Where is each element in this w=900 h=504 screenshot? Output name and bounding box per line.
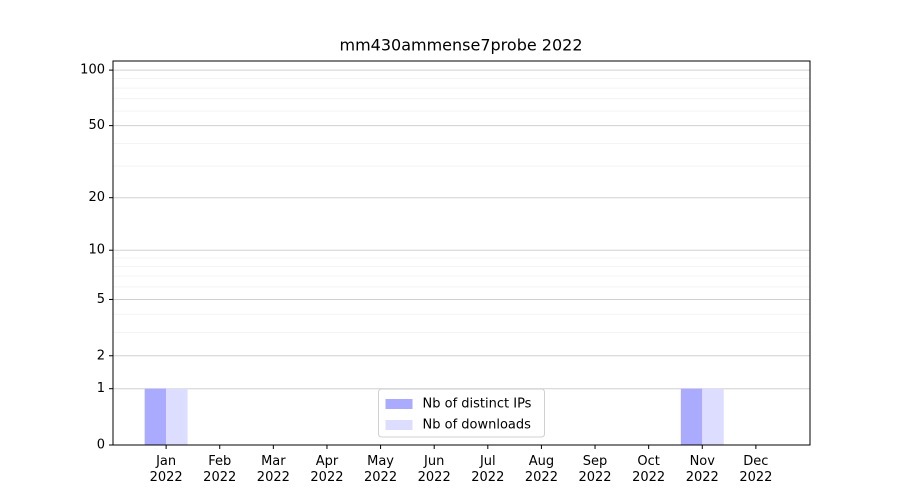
x-tick-label-line: 2022 (418, 470, 451, 485)
x-tick-label-line: Oct (637, 454, 659, 469)
x-tick-label-line: Jul (479, 454, 496, 469)
x-tick-label-line: 2022 (203, 470, 236, 485)
chart-title: mm430ammense7probe 2022 (339, 36, 582, 55)
bar (144, 388, 167, 445)
legend-frame (378, 388, 545, 438)
x-tick-label-line: Nov (690, 454, 716, 469)
x-tick-label-line: 2022 (364, 470, 397, 485)
x-tick-label: Aug 2022 (525, 454, 558, 485)
x-tick-label: Jul 2022 (471, 454, 504, 485)
legend-swatch (385, 399, 413, 409)
x-tick-label-line: Feb (208, 454, 231, 469)
legend-label: Nb of distinct IPs (423, 397, 532, 412)
x-tick-label-line: 2022 (471, 470, 504, 485)
legend-swatch (385, 420, 413, 430)
x-tick-label-line: 2022 (686, 470, 719, 485)
x-tick-label-line: 2022 (632, 470, 665, 485)
y-tick-label: 0 (97, 438, 105, 453)
x-tick-label: Dec 2022 (739, 454, 772, 485)
x-tick-label: Feb 2022 (203, 454, 236, 485)
x-tick-label: Oct 2022 (632, 454, 665, 485)
x-tick-label-line: 2022 (525, 470, 558, 485)
y-tick-label: 50 (88, 118, 105, 133)
x-tick-label: Sep 2022 (578, 454, 611, 485)
x-tick-label-line: 2022 (150, 470, 183, 485)
y-tick-label: 5 (97, 292, 105, 307)
x-tick-label-line: Dec (743, 454, 768, 469)
x-tick-label-line: Aug (529, 454, 554, 469)
y-tick-label: 10 (88, 243, 105, 258)
x-tick-label: Nov 2022 (686, 454, 719, 485)
x-tick-label-line: Jun (423, 454, 444, 469)
y-tick-label: 100 (80, 63, 105, 78)
x-tick-label: May 2022 (364, 454, 397, 485)
x-tick-label: Apr 2022 (310, 454, 343, 485)
x-tick-label-line: 2022 (739, 470, 772, 485)
x-tick-label-line: Sep (583, 454, 608, 469)
y-tick-label: 2 (97, 348, 105, 363)
x-tick-label-line: Jan (155, 454, 176, 469)
x-tick-label: Jun 2022 (418, 454, 451, 485)
x-tick-label-line: 2022 (578, 470, 611, 485)
y-tick-label: 20 (88, 190, 105, 205)
y-tick-label: 1 (97, 381, 105, 396)
x-tick-label-line: 2022 (310, 470, 343, 485)
legend-label: Nb of downloads (423, 418, 532, 433)
x-tick-label: Jan 2022 (150, 454, 183, 485)
plot-frame (112, 60, 811, 446)
x-tick-label: Mar 2022 (257, 454, 290, 485)
bar (166, 388, 188, 445)
x-tick-label-line: Mar (261, 454, 286, 469)
x-tick-label-line: 2022 (257, 470, 290, 485)
bar (702, 388, 724, 445)
bar (680, 388, 703, 445)
x-tick-label-line: Apr (316, 454, 339, 469)
x-tick-label-line: May (367, 454, 394, 469)
